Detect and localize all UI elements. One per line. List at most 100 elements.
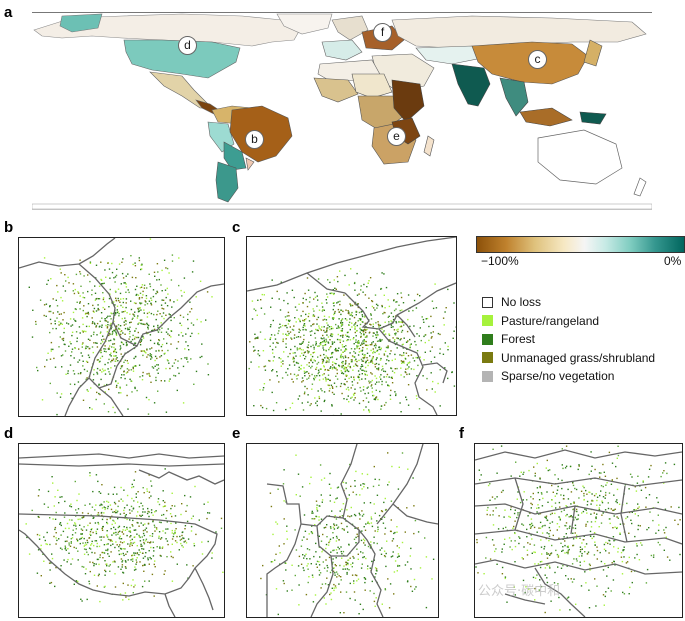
land-cover-pixel (617, 454, 620, 457)
land-cover-pixel (362, 552, 364, 554)
land-cover-pixel (190, 530, 193, 532)
land-cover-pixel (362, 400, 365, 402)
land-cover-pixel (558, 526, 561, 528)
land-cover-pixel (303, 372, 306, 374)
land-cover-pixel (393, 593, 395, 595)
land-cover-pixel (129, 378, 131, 380)
land-cover-pixel (398, 555, 400, 557)
land-cover-pixel (509, 516, 511, 518)
land-cover-pixel (395, 301, 397, 303)
land-cover-pixel (130, 542, 132, 544)
land-cover-pixel (340, 546, 342, 548)
land-cover-pixel (608, 451, 611, 454)
land-cover-pixel (256, 314, 258, 316)
land-cover-pixel (655, 532, 657, 534)
land-cover-pixel (379, 376, 381, 378)
land-cover-pixel (377, 367, 380, 369)
land-cover-pixel (320, 494, 322, 496)
land-cover-pixel (376, 381, 378, 383)
land-cover-pixel (332, 537, 334, 539)
land-cover-pixel (650, 554, 653, 557)
land-cover-pixel (355, 321, 357, 324)
land-cover-pixel (356, 347, 358, 349)
land-cover-pixel (541, 532, 544, 534)
land-cover-pixel (453, 385, 456, 387)
land-cover-pixel (116, 544, 118, 546)
land-cover-pixel (340, 323, 343, 326)
land-cover-pixel (93, 342, 95, 344)
land-cover-pixel (598, 507, 600, 509)
land-cover-pixel (611, 462, 614, 464)
land-cover-pixel (111, 523, 113, 526)
land-cover-pixel (323, 329, 325, 332)
land-cover-pixel (176, 347, 178, 350)
land-cover-pixel (110, 339, 112, 342)
land-cover-pixel (119, 367, 122, 370)
land-cover-pixel (277, 613, 279, 616)
land-cover-pixel (679, 519, 681, 521)
land-cover-pixel (49, 305, 51, 307)
land-cover-pixel (67, 276, 69, 279)
land-cover-pixel (352, 491, 354, 493)
land-cover-pixel (530, 526, 532, 528)
land-cover-pixel (546, 491, 548, 493)
land-cover-pixel (60, 322, 62, 324)
land-cover-pixel (581, 555, 583, 557)
land-cover-pixel (334, 349, 336, 351)
land-cover-pixel (353, 591, 356, 593)
land-cover-pixel (335, 571, 338, 573)
land-cover-pixel (364, 544, 366, 546)
land-cover-pixel (122, 277, 125, 279)
land-cover-pixel (251, 318, 254, 320)
land-cover-pixel (321, 310, 324, 312)
map-b-svg (19, 238, 224, 416)
land-cover-pixel (156, 279, 158, 281)
land-cover-pixel (197, 332, 200, 335)
land-cover-pixel (390, 312, 393, 314)
land-cover-pixel (382, 522, 385, 524)
land-cover-pixel (581, 542, 583, 544)
land-cover-pixel (134, 265, 137, 267)
land-cover-pixel (367, 521, 369, 523)
land-cover-pixel (362, 340, 364, 342)
land-cover-pixel (208, 512, 211, 514)
land-cover-pixel (84, 573, 87, 575)
land-cover-pixel (556, 529, 558, 531)
land-cover-pixel (356, 382, 359, 384)
land-cover-pixel (115, 291, 117, 293)
land-cover-pixel (110, 544, 112, 547)
land-cover-pixel (269, 379, 271, 381)
land-cover-pixel (312, 352, 314, 354)
land-cover-pixel (318, 564, 321, 566)
land-cover-pixel (346, 573, 348, 575)
land-cover-pixel (321, 499, 324, 501)
land-cover-pixel (120, 353, 122, 355)
land-cover-pixel (576, 518, 578, 521)
land-cover-pixel (636, 545, 638, 547)
land-cover-pixel (291, 564, 293, 566)
land-cover-pixel (315, 328, 317, 331)
land-cover-pixel (87, 390, 89, 392)
land-cover-pixel (188, 349, 190, 351)
land-cover-pixel (99, 556, 101, 559)
land-cover-pixel (275, 346, 277, 348)
land-cover-pixel (102, 282, 104, 285)
land-cover-pixel (341, 322, 344, 324)
land-cover-pixel (59, 396, 62, 398)
map-panel-d (18, 443, 225, 618)
land-cover-pixel (361, 530, 363, 532)
land-cover-pixel (363, 502, 365, 504)
land-cover-pixel (111, 330, 114, 333)
land-cover-pixel (307, 315, 310, 318)
land-cover-pixel (253, 350, 255, 352)
land-cover-pixel (289, 407, 291, 409)
land-cover-pixel (479, 479, 481, 481)
land-cover-pixel (607, 566, 609, 569)
land-cover-pixel (317, 372, 319, 375)
land-cover-pixel (612, 527, 614, 529)
land-cover-pixel (112, 406, 114, 409)
land-cover-pixel (315, 344, 317, 346)
map-c-svg (247, 237, 456, 415)
land-cover-pixel (381, 365, 384, 368)
land-cover-pixel (136, 515, 138, 517)
